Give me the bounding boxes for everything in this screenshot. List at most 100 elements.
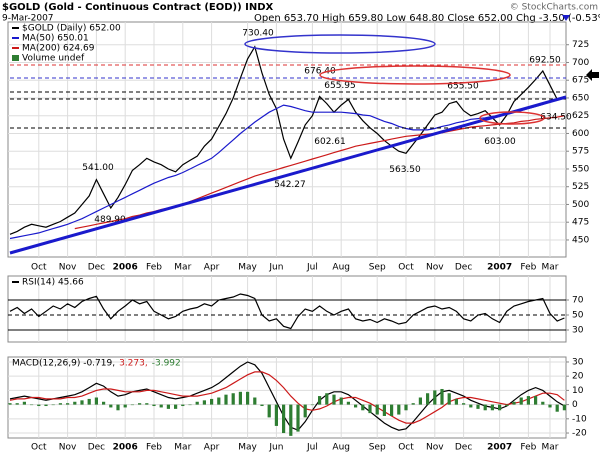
legend-swatch <box>12 47 19 49</box>
x-tick-label: Dec <box>88 263 105 273</box>
highlight-ellipse <box>479 111 545 125</box>
x-tick-label: 2007 <box>487 263 512 273</box>
histogram-bar <box>87 398 91 405</box>
histogram-bar <box>188 404 192 406</box>
x-tick-label: Feb <box>520 263 536 273</box>
histogram-bar <box>375 404 379 415</box>
legend-entry: RSI(14) 45.66 <box>22 278 84 288</box>
pointer-arrow <box>586 69 599 81</box>
x-tick-label: Aug <box>332 443 350 453</box>
x-tick-label: Mar <box>174 443 191 453</box>
histogram-bar <box>130 404 134 406</box>
x-tick-label: May <box>238 263 257 273</box>
x-tick-label: Dec <box>455 443 472 453</box>
histogram-bar <box>490 404 494 411</box>
trend-line <box>9 95 567 255</box>
x-tick-label: May <box>238 443 257 453</box>
histogram-bar <box>51 404 55 406</box>
rsi-panel <box>7 275 567 343</box>
price-annotation: 676.40 <box>304 67 336 77</box>
histogram-bar <box>267 404 271 418</box>
histogram-bar <box>289 404 293 436</box>
histogram-bar <box>166 404 170 409</box>
histogram-bar <box>555 404 559 412</box>
histogram-bar <box>138 403 142 405</box>
y-tick-label: 500 <box>572 200 589 210</box>
legend-entry: MACD(12,26,9) -0.719, <box>12 359 115 369</box>
histogram-bar <box>318 396 322 405</box>
histogram-bar <box>346 401 350 405</box>
histogram-bar <box>73 401 77 405</box>
price-panel <box>7 21 567 258</box>
y-tick-label: 725 <box>572 40 589 50</box>
legend-entry: $GOLD (Daily) 652.00 <box>22 24 121 34</box>
x-tick-label: Nov <box>59 263 77 273</box>
x-tick-label: Sep <box>369 443 386 453</box>
x-tick-label: Mar <box>542 443 559 453</box>
x-tick-label: Dec <box>455 263 472 273</box>
histogram-bar <box>447 393 451 405</box>
x-tick-label: 2006 <box>113 443 138 453</box>
x-tick-label: Oct <box>398 443 414 453</box>
histogram-bar <box>37 404 41 407</box>
price-annotation: 542.27 <box>274 180 306 190</box>
legend-entry: Volume undef <box>22 54 85 64</box>
histogram-bar <box>109 404 113 408</box>
histogram-bar <box>462 403 466 405</box>
x-tick-label: Feb <box>146 443 162 453</box>
price-annotation: 602.61 <box>314 137 346 147</box>
histogram-bar <box>368 404 372 414</box>
histogram-bar <box>310 404 314 406</box>
y-tick-label: 575 <box>572 147 589 157</box>
x-tick-label: Oct <box>398 263 414 273</box>
histogram-bar <box>44 404 48 407</box>
legend-swatch <box>12 55 19 61</box>
price-annotation: 655.50 <box>447 82 479 92</box>
highlight-ellipse <box>244 34 436 54</box>
y-tick-label: 10 <box>572 386 584 396</box>
histogram-bar <box>526 396 530 405</box>
y-tick-label: 450 <box>572 235 589 245</box>
histogram-bar <box>217 397 221 405</box>
x-tick-label: 2007 <box>487 443 512 453</box>
y-tick-label: 50 <box>572 311 584 321</box>
x-tick-label: Mar <box>542 263 559 273</box>
price-annotation: 692.50 <box>529 55 561 65</box>
histogram-bar <box>195 401 199 405</box>
y-tick-label: -20 <box>572 429 587 439</box>
x-tick-label: 2006 <box>113 263 138 273</box>
price-annotation: 563.50 <box>389 165 421 175</box>
histogram-bar <box>325 393 329 405</box>
highlight-ellipse <box>319 65 511 85</box>
histogram-bar <box>382 404 386 416</box>
histogram-bar <box>66 403 70 405</box>
y-tick-label: -10 <box>572 414 587 424</box>
histogram-bar <box>8 403 12 405</box>
histogram-bar <box>548 404 552 408</box>
histogram-bar <box>354 404 358 408</box>
x-tick-label: Dec <box>88 443 105 453</box>
series-line <box>9 293 565 330</box>
histogram-bar <box>210 398 214 405</box>
x-tick-label: Nov <box>426 443 444 453</box>
histogram-bar <box>426 393 430 405</box>
price-annotation: 634.50 <box>540 112 572 122</box>
down-arrow <box>562 15 570 21</box>
histogram-bar <box>534 396 538 405</box>
histogram-bar <box>303 404 307 418</box>
histogram-bar <box>361 404 365 411</box>
x-tick-label: Feb <box>520 443 536 453</box>
histogram-bar <box>116 404 120 411</box>
y-tick-label: 475 <box>572 218 589 228</box>
histogram-bar <box>411 403 415 405</box>
histogram-bar <box>174 404 178 409</box>
histogram-bar <box>231 393 235 405</box>
legend-entry: MA(200) 624.69 <box>22 44 95 54</box>
price-annotation: 603.00 <box>484 137 516 147</box>
histogram-bar <box>246 391 250 405</box>
histogram-bar <box>397 404 401 415</box>
x-tick-label: Jul <box>306 263 318 273</box>
x-tick-label: Aug <box>332 263 350 273</box>
